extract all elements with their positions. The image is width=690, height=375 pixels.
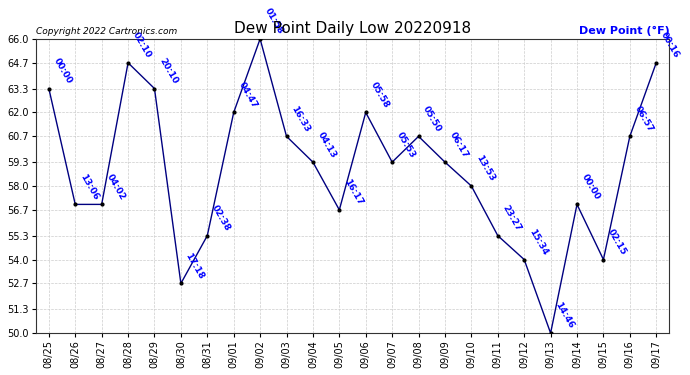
Text: 16:33: 16:33 xyxy=(289,104,311,134)
Text: 05:53: 05:53 xyxy=(395,130,417,159)
Text: 00:00: 00:00 xyxy=(52,57,73,86)
Title: Dew Point Daily Low 20220918: Dew Point Daily Low 20220918 xyxy=(234,21,471,36)
Text: 04:13: 04:13 xyxy=(316,130,338,159)
Text: 13:53: 13:53 xyxy=(474,154,496,183)
Text: 06:17: 06:17 xyxy=(448,130,470,159)
Text: 06:57: 06:57 xyxy=(633,104,655,134)
Text: 14:46: 14:46 xyxy=(553,301,575,330)
Text: 05:58: 05:58 xyxy=(368,81,391,110)
Text: 05:50: 05:50 xyxy=(422,105,443,134)
Text: 02:10: 02:10 xyxy=(131,31,152,60)
Text: 01:58: 01:58 xyxy=(263,7,285,36)
Text: 02:15: 02:15 xyxy=(607,228,628,257)
Text: 17:18: 17:18 xyxy=(184,251,206,280)
Text: 04:02: 04:02 xyxy=(104,172,126,202)
Text: 15:34: 15:34 xyxy=(527,227,549,257)
Text: Dew Point (°F): Dew Point (°F) xyxy=(579,26,669,36)
Text: Copyright 2022 Cartronics.com: Copyright 2022 Cartronics.com xyxy=(36,27,177,36)
Text: 16:17: 16:17 xyxy=(342,178,364,207)
Text: 02:38: 02:38 xyxy=(210,204,232,233)
Text: 23:27: 23:27 xyxy=(500,204,523,233)
Text: 13:06: 13:06 xyxy=(78,172,100,202)
Text: 20:10: 20:10 xyxy=(157,57,179,86)
Text: 00:00: 00:00 xyxy=(580,173,602,202)
Text: 04:47: 04:47 xyxy=(237,80,259,110)
Text: 00:16: 00:16 xyxy=(659,31,681,60)
